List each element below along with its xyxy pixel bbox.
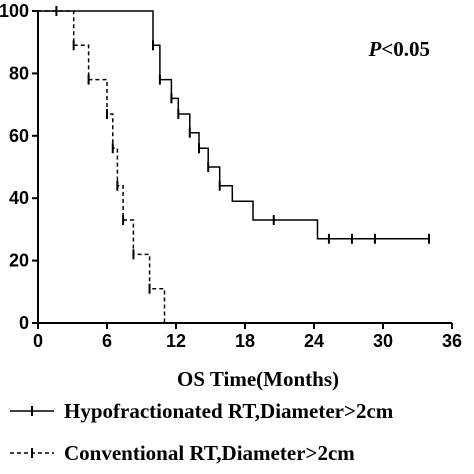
x-tick-label: 24	[304, 331, 324, 351]
km-curve-hypofractionated	[38, 10, 429, 240]
y-tick-label: 60	[9, 126, 29, 146]
y-tick-label: 80	[9, 63, 29, 83]
x-tick-label: 30	[373, 331, 393, 351]
y-tick-label: 40	[9, 188, 29, 208]
legend-label: Hypofractionated RT,Diameter>2cm	[64, 399, 394, 423]
x-tick-label: 18	[235, 331, 255, 351]
km-curve-conventional	[38, 10, 166, 323]
legend-label: Conventional RT,Diameter>2cm	[64, 441, 355, 465]
chart-series-layer	[38, 6, 430, 323]
y-tick-label: 20	[9, 251, 29, 271]
chart-axes: 0 20 40 60 80 100 0 6 12 18 24 30 36	[0, 1, 462, 351]
chart-legend: Hypofractionated RT,Diameter>2cm Conventi…	[10, 399, 394, 465]
series-group-1	[38, 6, 430, 244]
legend-item-2: Conventional RT,Diameter>2cm	[10, 441, 355, 465]
x-tick-label: 0	[33, 331, 43, 351]
x-tick-label: 36	[442, 331, 462, 351]
series-group-2	[38, 10, 166, 323]
legend-item-1: Hypofractionated RT,Diameter>2cm	[10, 399, 394, 423]
x-tick-label: 6	[102, 331, 112, 351]
x-axis-title: OS Time(Months)	[177, 367, 339, 391]
p-value-annotation: P<0.05	[367, 37, 430, 61]
y-tick-label: 0	[19, 313, 29, 333]
x-tick-label: 12	[166, 331, 186, 351]
y-tick-label: 100	[0, 1, 29, 21]
